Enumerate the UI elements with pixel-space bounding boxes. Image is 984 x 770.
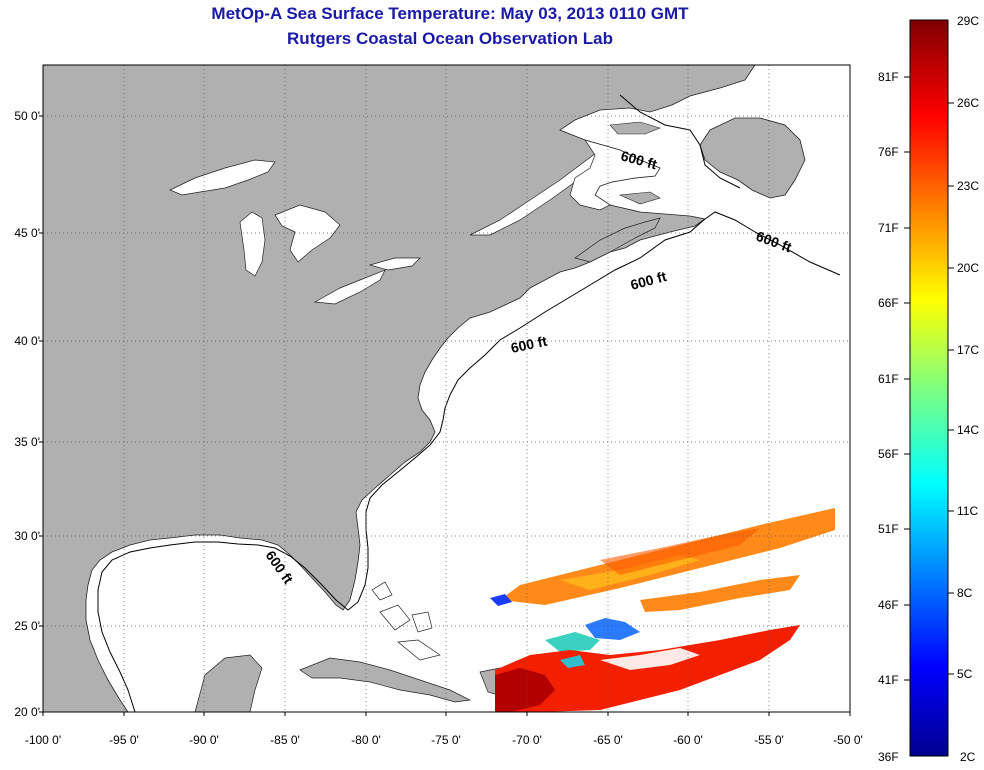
colorbar-celsius-label: 5C <box>957 667 973 681</box>
lon-label: -65 0' <box>593 733 623 747</box>
lake-michigan <box>239 211 266 277</box>
lon-label: -60 0' <box>673 733 703 747</box>
map-subtitle: Rutgers Coastal Ocean Observation Lab <box>287 29 613 48</box>
land-yucatan <box>194 654 263 712</box>
lat-label: 50 0' <box>14 109 40 123</box>
lat-label: 45 0' <box>14 226 40 240</box>
colorbar-fahrenheit-label: 51F <box>878 522 899 536</box>
gulf-st-lawrence <box>569 139 661 211</box>
colorbar-celsius-label: 11C <box>957 504 979 518</box>
colorbar <box>909 19 949 757</box>
lon-label: -50 0' <box>833 733 863 747</box>
lat-label: 40 0' <box>14 334 40 348</box>
colorbar-celsius-label: 17C <box>957 343 980 357</box>
lon-label: -95 0' <box>109 733 139 747</box>
lake-erie <box>313 269 386 305</box>
colorbar-fahrenheit-label: 66F <box>878 296 899 310</box>
lat-label: 25 0' <box>14 619 40 633</box>
lon-label: -80 0' <box>351 733 381 747</box>
lat-label: 35 0' <box>14 435 40 449</box>
land-cuba <box>299 657 472 703</box>
contour-600ft <box>97 211 841 712</box>
colorbar-celsius-label: 14C <box>957 423 980 437</box>
lon-label: -90 0' <box>189 733 219 747</box>
graticule <box>43 65 850 712</box>
colorbar-celsius-label: 20C <box>957 261 980 275</box>
colorbar-fahrenheit-label: 71F <box>878 221 899 235</box>
colorbar-fahrenheit-label: 76F <box>878 145 899 159</box>
land-pei <box>618 191 661 205</box>
colorbar-fahrenheit-label: 61F <box>878 372 899 386</box>
colorbar-celsius-label: 29C <box>957 14 980 28</box>
colorbar-fahrenheit-label: 41F <box>878 673 899 687</box>
colorbar-ticks <box>904 76 954 681</box>
colorbar-celsius-label: 2C <box>960 750 976 764</box>
lake-superior <box>169 159 276 196</box>
colorbar-fahrenheit-label: 56F <box>878 447 899 461</box>
colorbar-fahrenheit-label: 36F <box>878 750 899 764</box>
lat-label: 30 0' <box>14 529 40 543</box>
contour-600ft-labrador <box>619 94 741 189</box>
colorbar-fahrenheit-label: 46F <box>878 598 899 612</box>
land-newfoundland <box>699 117 806 199</box>
colorbar-fahrenheit-label: 81F <box>878 70 899 84</box>
bahamas <box>371 581 441 661</box>
land-nova-scotia <box>574 217 661 263</box>
colorbar-celsius-label: 26C <box>957 96 980 110</box>
land-anticosti <box>609 121 661 135</box>
axis-ticks <box>39 115 851 716</box>
map-title: MetOp-A Sea Surface Temperature: May 03,… <box>211 4 689 23</box>
colorbar-celsius-label: 23C <box>957 179 980 193</box>
lake-huron <box>274 204 341 263</box>
lat-label: 20 0' <box>14 705 40 719</box>
lon-label: -55 0' <box>754 733 784 747</box>
lon-label: -85 0' <box>270 733 300 747</box>
lake-ontario <box>368 257 421 271</box>
lon-label: -70 0' <box>512 733 542 747</box>
sst-swath <box>490 508 835 712</box>
lon-label: -100 0' <box>24 733 62 747</box>
contour-label: 600 ft <box>509 333 548 356</box>
lon-label: -75 0' <box>431 733 461 747</box>
colorbar-celsius-label: 8C <box>957 586 973 600</box>
